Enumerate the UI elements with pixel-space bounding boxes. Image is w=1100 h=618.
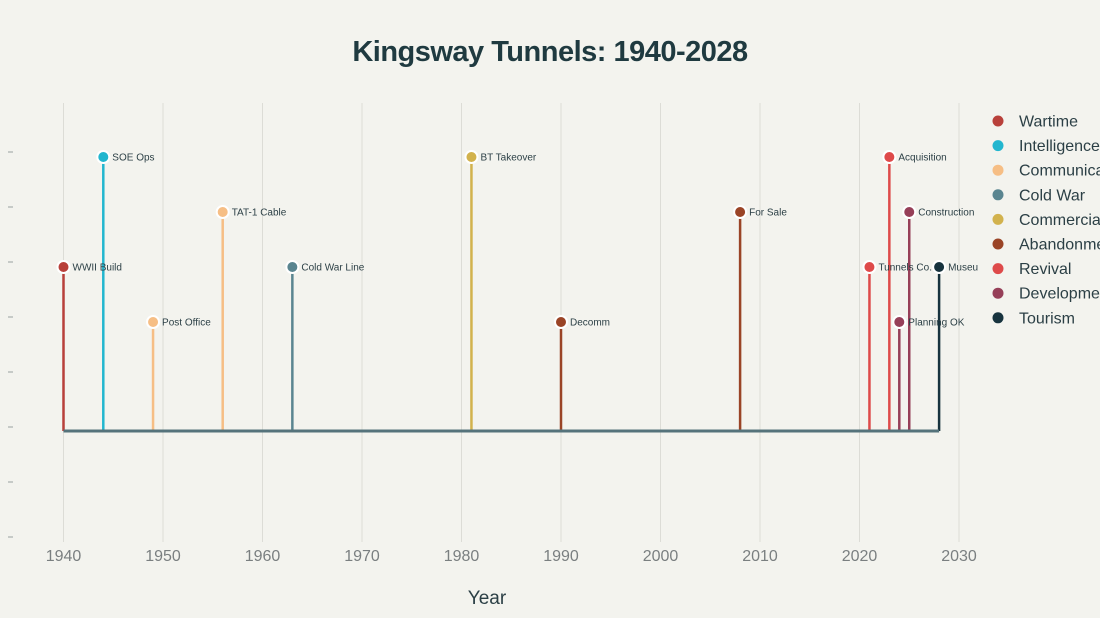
event-marker-for-sale	[733, 205, 748, 219]
legend-swatch-revival	[992, 263, 1004, 275]
legend-swatch-wartime	[992, 115, 1004, 127]
event-markers	[56, 150, 947, 329]
legend-label-communications: Communications	[1019, 163, 1100, 180]
legend-swatch-communications	[992, 164, 1004, 176]
x-tick-labels: 1940 1950 1960 1970 1980 1990 2000 2010 2020 2030	[46, 548, 977, 565]
event-label-decomm: Decomm	[570, 318, 610, 329]
legend-label-commercial: Commercial	[1019, 212, 1100, 229]
x-axis-title: Year	[468, 588, 507, 609]
event-marker-planning-ok	[892, 315, 907, 329]
event-marker-construction	[902, 205, 917, 219]
event-marker-cold-war-line	[285, 260, 300, 274]
legend-label-revival: Revival	[1019, 261, 1071, 278]
x-tick-label-1960: 1960	[245, 548, 281, 565]
x-tick-label-2030: 2030	[941, 548, 977, 565]
legend-swatch-abandonment	[992, 238, 1004, 250]
legend-swatch-development	[992, 287, 1004, 299]
event-label-planning-ok: Planning OK	[908, 318, 964, 329]
event-marker-museu	[932, 260, 947, 274]
x-tick-label-1990: 1990	[543, 548, 579, 565]
x-tick-label-2010: 2010	[742, 548, 778, 565]
legend-swatch-cold-war	[992, 189, 1004, 201]
event-label-tunnels-co: Tunnels Co.	[878, 263, 932, 274]
legend-label-tourism: Tourism	[1019, 310, 1075, 327]
event-marker-tat-1-cable	[215, 205, 230, 219]
event-label-wwii-build: WWII Build	[73, 263, 122, 274]
event-label-cold-war-line: Cold War Line	[301, 263, 364, 274]
event-label-acquisition: Acquisition	[898, 153, 946, 164]
x-tick-label-1970: 1970	[344, 548, 380, 565]
event-label-for-sale: For Sale	[749, 208, 787, 219]
legend-label-cold-war: Cold War	[1019, 187, 1086, 204]
event-marker-soe-ops	[96, 150, 111, 164]
x-tick-label-2020: 2020	[842, 548, 878, 565]
chart-title: Kingsway Tunnels: 1940-2028	[352, 36, 748, 68]
event-marker-post-office	[146, 315, 161, 329]
legend-swatch-tourism	[992, 312, 1004, 324]
event-marker-acquisition	[882, 150, 897, 164]
event-marker-decomm	[554, 315, 568, 329]
legend: Wartime Intelligence Communications Cold Wa…	[992, 114, 1100, 327]
event-label-construction: Construction	[918, 208, 974, 219]
legend-swatch-commercial	[992, 213, 1004, 225]
event-marker-wwii-build	[56, 260, 71, 274]
x-tick-label-2000: 2000	[643, 548, 679, 565]
event-marker-bt-takeover	[464, 150, 479, 164]
legend-label-wartime: Wartime	[1019, 114, 1078, 131]
legend-label-development: Development	[1019, 286, 1100, 303]
legend-swatch-intelligence	[992, 140, 1004, 152]
event-labels: WWII Build SOE Ops Post Office TAT-1 Cable C…	[73, 153, 979, 329]
x-tick-label-1980: 1980	[444, 548, 480, 565]
x-tick-label-1950: 1950	[145, 548, 181, 565]
event-label-post-office: Post Office	[162, 318, 211, 329]
event-label-tat-1-cable: TAT-1 Cable	[232, 208, 287, 219]
event-label-museu: Museu	[948, 263, 978, 274]
legend-label-intelligence: Intelligence	[1019, 138, 1100, 155]
event-stems	[62, 157, 941, 431]
event-label-bt-takeover: BT Takeover	[480, 153, 536, 164]
event-label-soe-ops: SOE Ops	[112, 153, 154, 164]
y-tick-marks	[8, 151, 13, 538]
event-marker-tunnels-co	[862, 260, 877, 274]
legend-label-abandonment: Abandonment	[1019, 237, 1100, 254]
x-tick-label-1940: 1940	[46, 548, 82, 565]
